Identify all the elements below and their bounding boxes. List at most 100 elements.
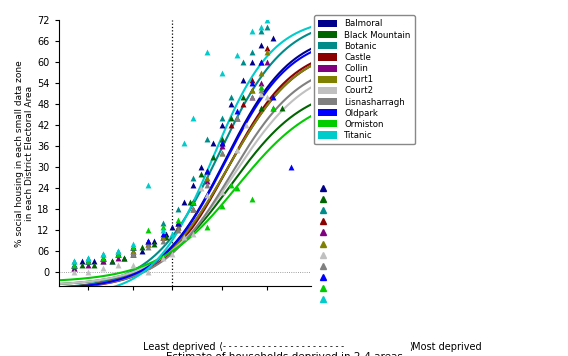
Point [232,185,241,191]
Y-axis label: % social housing in each small data zone
in each District Electoral Area: % social housing in each small data zone… [15,60,35,247]
Point [227,115,236,121]
Text: - - - - - - - - - - - - - - - - - - - - - -: - - - - - - - - - - - - - - - - - - - - … [223,342,345,351]
Point [256,25,265,30]
Point [173,227,182,233]
Point [173,220,182,226]
Point [286,164,295,170]
Point [218,203,227,208]
Point [161,231,170,236]
Point [99,252,108,257]
Point [161,234,170,240]
Point [143,241,152,247]
Point [84,269,93,275]
Point [232,109,241,114]
Point [248,28,257,34]
Point [188,231,197,236]
Point [167,252,176,257]
Point [188,115,197,121]
Point [218,143,227,149]
Text: ⟩: ⟩ [409,342,413,352]
Point [84,255,93,261]
Point [227,94,236,100]
Point [256,88,265,93]
Point [203,136,212,142]
Point [256,91,265,97]
Point [262,94,272,100]
Point [114,248,123,254]
Point [239,77,248,83]
Point [248,94,257,100]
Point [99,255,108,261]
Point [114,252,123,257]
Text: Least deprived: Least deprived [143,342,216,352]
Point [197,164,206,170]
Point [209,140,218,146]
Point [99,266,108,271]
Point [188,206,197,212]
Point [262,49,272,55]
Point [137,245,147,250]
Point [128,248,137,254]
Point [173,220,182,226]
Point [188,199,197,205]
Point [203,168,212,173]
Point [232,147,241,153]
Point [188,206,197,212]
Point [114,255,123,261]
Text: ⟨: ⟨ [216,342,223,352]
Point [69,258,78,264]
Point [209,154,218,159]
Point [114,252,123,257]
Point [262,18,272,23]
Point [173,220,182,226]
Point [158,220,168,226]
Point [137,248,147,254]
Point [99,255,108,261]
Point [173,206,182,212]
Point [239,94,248,100]
Point [84,258,93,264]
Point [262,25,272,30]
Point [99,255,108,261]
Point [99,258,108,264]
Point [90,262,99,268]
Point [99,258,108,264]
Point [173,217,182,222]
Point [158,227,168,233]
Point [84,258,93,264]
Point [84,258,93,264]
Point [179,234,188,240]
Point [84,255,93,261]
Point [239,59,248,65]
Point [268,35,277,41]
Point [69,262,78,268]
Legend: , , , , , , , , , , : , , , , , , , , , , [314,180,338,309]
Point [90,258,99,264]
Point [149,238,158,244]
Point [69,266,78,271]
Point [203,224,212,229]
Point [167,224,176,229]
Text: Estimate of households deprived in 2-4 areas: Estimate of households deprived in 2-4 a… [165,352,403,356]
Point [143,238,152,244]
Point [197,171,206,177]
Point [69,262,78,268]
Point [232,115,241,121]
Point [227,101,236,107]
Point [78,258,87,264]
Point [188,182,197,188]
Point [143,238,152,244]
Point [143,245,152,250]
Point [128,245,137,250]
Point [158,234,168,240]
Point [69,262,78,268]
Point [256,42,265,48]
Point [203,49,212,55]
Point [188,199,197,205]
Point [268,105,277,111]
Point [128,252,137,257]
Point [203,192,212,198]
Point [149,241,158,247]
Point [179,140,188,146]
Point [218,140,227,146]
